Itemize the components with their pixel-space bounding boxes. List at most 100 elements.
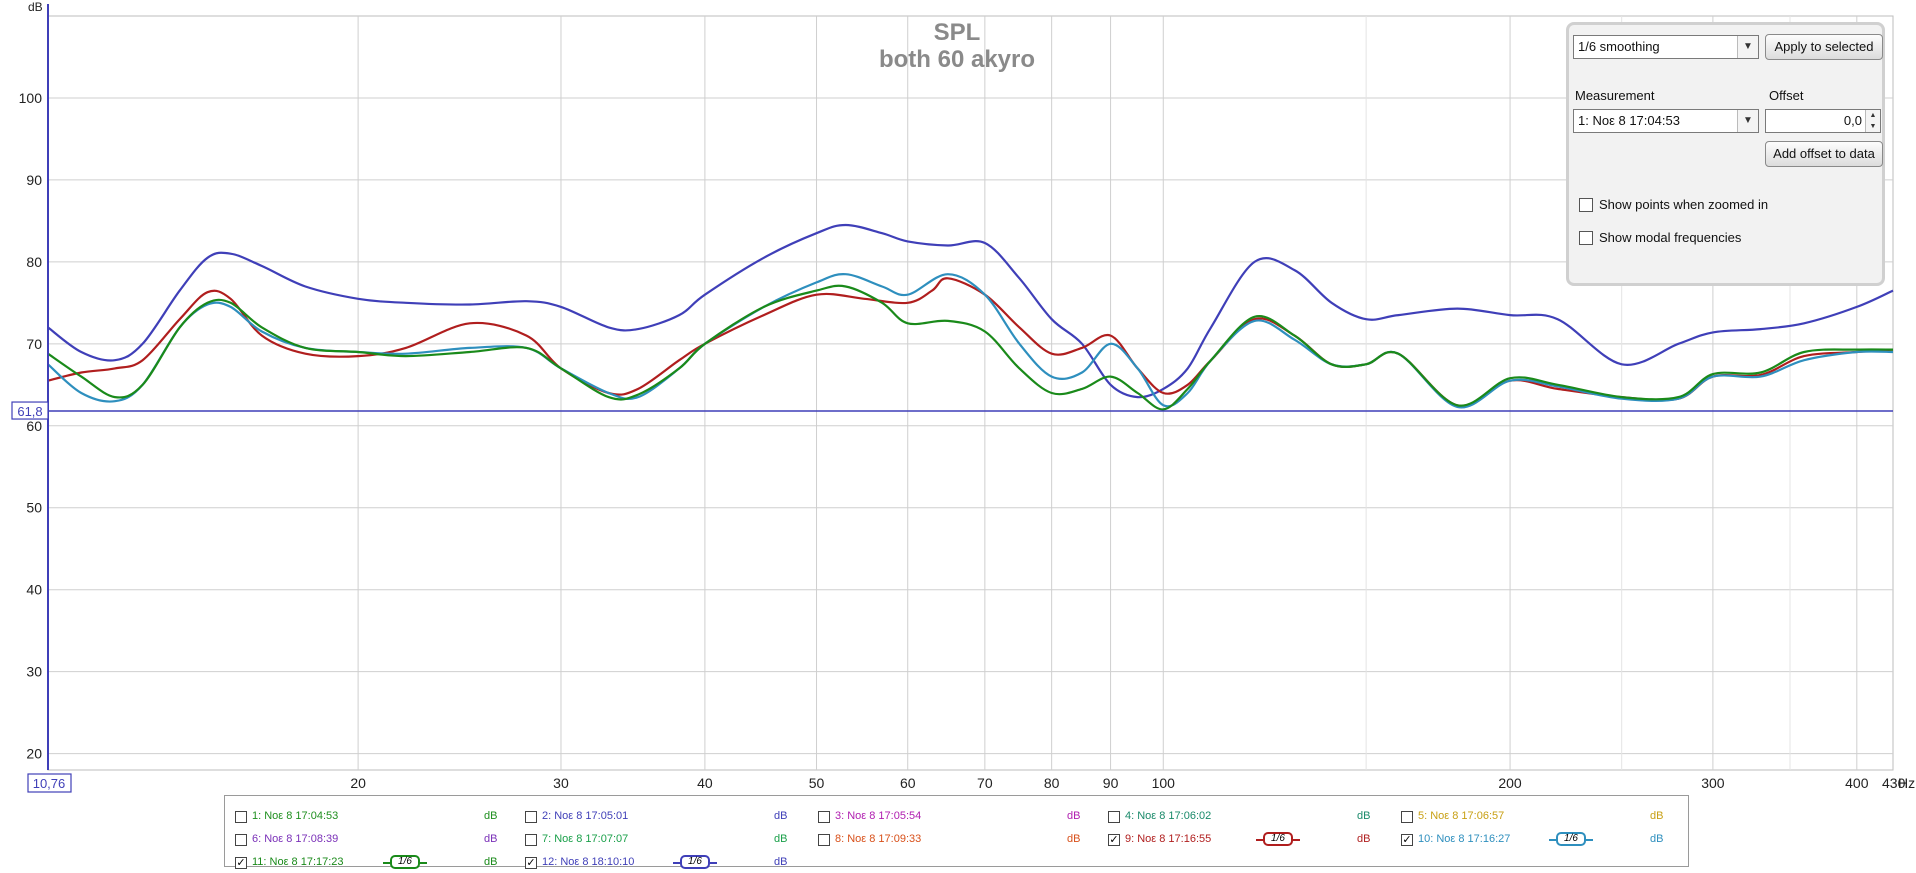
apply-to-selected-button[interactable]: Apply to selected — [1765, 34, 1883, 60]
chart-title: SPL — [934, 19, 981, 46]
y-tick-label: 70 — [26, 336, 42, 352]
legend-name: 1: Νοε 8 17:04:53 — [252, 810, 339, 822]
legend-unit: dB — [1357, 810, 1371, 822]
legend-name: 5: Νοε 8 17:06:57 — [1418, 810, 1505, 822]
x-tick-label: 400 — [1845, 775, 1869, 791]
legend-name: 12: Νοε 8 18:10:10 — [542, 856, 635, 868]
show-modal-label: Show modal frequencies — [1599, 230, 1742, 245]
legend-item[interactable]: 8: Νοε 8 17:09:33 dB — [818, 830, 1088, 850]
legend-name: 9: Νοε 8 17:16:55 — [1125, 833, 1212, 845]
y-tick-label: 80 — [26, 254, 42, 270]
legend-name: 2: Νοε 8 17:05:01 — [542, 810, 629, 822]
chart-series — [47, 223, 1894, 411]
series-line — [47, 284, 1894, 411]
legend-item[interactable]: 7: Νοε 8 17:07:07 dB — [525, 830, 795, 850]
add-offset-button[interactable]: Add offset to data — [1765, 141, 1883, 167]
legend-unit: dB — [1357, 833, 1371, 845]
y-tick-label: 30 — [26, 664, 42, 680]
legend-unit: dB — [1650, 810, 1664, 822]
measurement-legend: 1: Νοε 8 17:04:53 dB 2: Νοε 8 17:05:01 dB 3:… — [224, 795, 1689, 869]
y-tick-label: 90 — [26, 172, 42, 188]
spin-down-icon[interactable]: ▼ — [1865, 121, 1880, 132]
show-points-checkbox[interactable] — [1579, 198, 1593, 212]
measurement-value: 1: Νοε 8 17:04:53 — [1578, 113, 1680, 128]
y-tick-label: 100 — [19, 90, 43, 106]
cursor-x-box — [27, 773, 72, 793]
legend-name: 4: Νοε 8 17:06:02 — [1125, 810, 1212, 822]
offset-field[interactable]: 0,0 ▲ ▼ — [1765, 109, 1881, 133]
legend-unit: dB — [484, 856, 498, 868]
legend-smoothing-badge: 1/6 — [1556, 832, 1586, 846]
legend-checkbox[interactable]: ✓ — [525, 857, 537, 869]
legend-item[interactable]: 6: Νοε 8 17:08:39 dB — [235, 830, 505, 850]
legend-checkbox[interactable] — [235, 811, 247, 823]
series-line — [47, 223, 1894, 399]
x-tick-label: 300 — [1701, 775, 1725, 791]
x-tick-label: 90 — [1103, 775, 1119, 791]
smoothing-value: 1/6 smoothing — [1578, 39, 1660, 54]
show-modal-checkbox[interactable] — [1579, 231, 1593, 245]
legend-smoothing-badge: 1/6 — [680, 855, 710, 869]
x-tick-label: 200 — [1498, 775, 1522, 791]
legend-checkbox[interactable]: ✓ — [1108, 834, 1120, 846]
legend-item[interactable]: 5: Νοε 8 17:06:57 dB — [1401, 807, 1671, 827]
legend-item[interactable]: 3: Νοε 8 17:05:54 dB — [818, 807, 1088, 827]
legend-unit: dB — [774, 810, 788, 822]
legend-name: 10: Νοε 8 17:16:27 — [1418, 833, 1511, 845]
x-tick-label: 50 — [809, 775, 825, 791]
x-tick-label: 70 — [977, 775, 993, 791]
legend-item[interactable]: 4: Νοε 8 17:06:02 dB — [1108, 807, 1378, 827]
offset-label: Offset — [1769, 88, 1804, 103]
spin-up-icon[interactable]: ▲ — [1865, 110, 1880, 121]
legend-checkbox[interactable]: ✓ — [1401, 834, 1413, 846]
x-tick-label: 100 — [1152, 775, 1176, 791]
cursor-y-box — [11, 401, 49, 420]
legend-checkbox[interactable] — [525, 834, 537, 846]
legend-checkbox[interactable] — [818, 811, 830, 823]
cursor-x-label: 10,76 — [33, 776, 66, 791]
legend-item[interactable]: ✓ 11: Νοε 8 17:17:23 1/6 dB — [235, 853, 505, 873]
x-tick-label: 430 — [1882, 775, 1906, 791]
chevron-down-icon[interactable]: ▼ — [1737, 36, 1758, 58]
y-tick-label: 20 — [26, 746, 42, 762]
legend-name: 7: Νοε 8 17:07:07 — [542, 833, 629, 845]
chevron-down-icon[interactable]: ▼ — [1737, 110, 1758, 132]
measurement-select[interactable]: 1: Νοε 8 17:04:53 ▼ — [1573, 109, 1759, 133]
y-axis-label: dB — [28, 0, 43, 14]
legend-item[interactable]: 2: Νοε 8 17:05:01 dB — [525, 807, 795, 827]
legend-unit: dB — [484, 810, 498, 822]
legend-name: 3: Νοε 8 17:05:54 — [835, 810, 922, 822]
smoothing-select[interactable]: 1/6 smoothing ▼ — [1573, 35, 1759, 59]
chart-subtitle: both 60 akyro — [879, 46, 1035, 73]
legend-checkbox[interactable]: ✓ — [235, 857, 247, 869]
chart-axes: 20 30 40 50 60 70 80 90 100 20 30 40 50 60 70 80 90 100 20… — [11, 4, 1906, 793]
x-tick-label: 30 — [553, 775, 569, 791]
cursor-y-label: 61,8 — [17, 404, 42, 419]
x-tick-label: 80 — [1044, 775, 1060, 791]
x-tick-label: 20 — [350, 775, 366, 791]
legend-unit: dB — [1650, 833, 1664, 845]
legend-checkbox[interactable] — [1108, 811, 1120, 823]
legend-unit: dB — [484, 833, 498, 845]
legend-checkbox[interactable] — [1401, 811, 1413, 823]
legend-unit: dB — [1067, 833, 1081, 845]
legend-name: 8: Νοε 8 17:09:33 — [835, 833, 922, 845]
legend-unit: dB — [1067, 810, 1081, 822]
legend-item[interactable]: ✓ 12: Νοε 8 18:10:10 1/6 dB — [525, 853, 795, 873]
offset-value: 0,0 — [1843, 113, 1862, 128]
legend-item[interactable]: ✓ 9: Νοε 8 17:16:55 1/6 dB — [1108, 830, 1378, 850]
y-tick-label: 40 — [26, 582, 42, 598]
legend-name: 6: Νοε 8 17:08:39 — [252, 833, 339, 845]
legend-smoothing-badge: 1/6 — [390, 855, 420, 869]
legend-unit: dB — [774, 833, 788, 845]
measurement-label: Measurement — [1575, 88, 1655, 103]
x-axis-unit: Hz — [1898, 775, 1915, 791]
x-tick-label: 60 — [900, 775, 916, 791]
y-tick-label: 50 — [26, 500, 42, 516]
legend-item[interactable]: ✓ 10: Νοε 8 17:16:27 1/6 dB — [1401, 830, 1671, 850]
legend-checkbox[interactable] — [818, 834, 830, 846]
legend-smoothing-badge: 1/6 — [1263, 832, 1293, 846]
legend-item[interactable]: 1: Νοε 8 17:04:53 dB — [235, 807, 505, 827]
legend-checkbox[interactable] — [525, 811, 537, 823]
legend-checkbox[interactable] — [235, 834, 247, 846]
